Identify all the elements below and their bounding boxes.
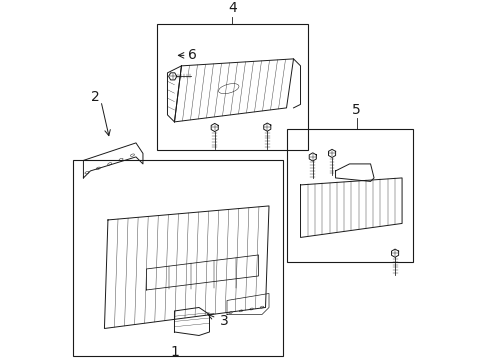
- Text: 2: 2: [91, 90, 100, 104]
- Bar: [286, 129, 412, 262]
- Bar: [157, 24, 307, 150]
- Text: 1: 1: [170, 345, 179, 359]
- Text: 4: 4: [227, 1, 236, 15]
- Text: 3: 3: [220, 315, 228, 328]
- Text: 5: 5: [351, 103, 360, 117]
- Bar: [73, 161, 283, 356]
- Text: 6: 6: [188, 48, 197, 62]
